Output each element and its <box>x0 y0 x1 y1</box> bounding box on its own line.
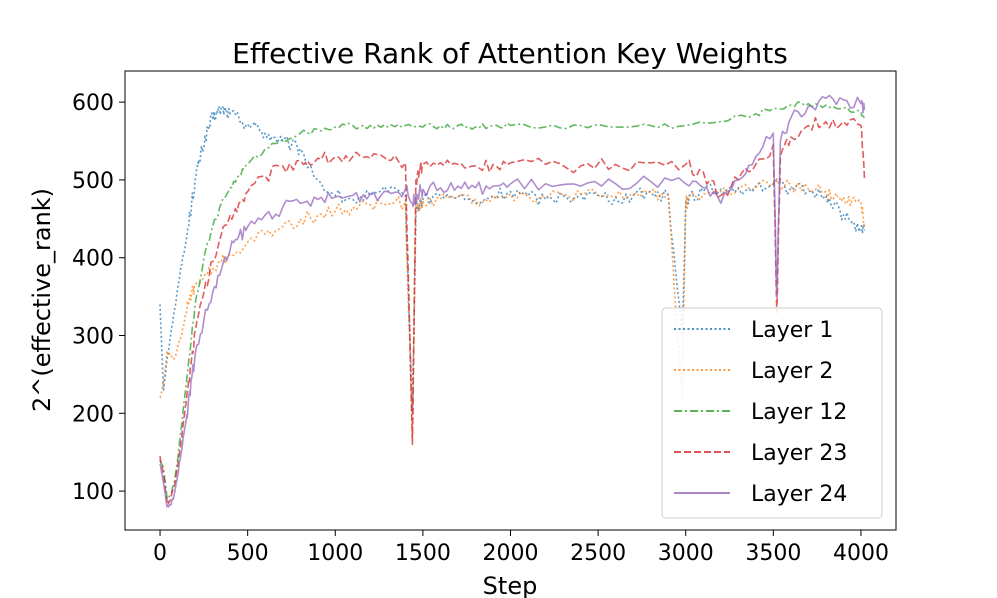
legend-label: Layer 2 <box>751 359 833 384</box>
y-tick-label: 200 <box>72 402 114 427</box>
x-tick-label: 2000 <box>483 541 539 566</box>
axis-ticks: 0 500 1000 1500 2000 2500 3000 3500 4000 100 200 30… <box>72 91 889 566</box>
legend-entries: Layer 1 Layer 2 Layer 12 Layer 23 Layer 24 <box>674 318 847 507</box>
legend-label: Layer 23 <box>751 441 847 466</box>
x-tick-label: 1000 <box>307 541 363 566</box>
series-line-layer-12 <box>159 101 866 500</box>
y-tick-label: 400 <box>72 247 114 272</box>
series-line-layer-2 <box>159 178 866 438</box>
y-tick-label: 300 <box>72 325 114 350</box>
legend-label: Layer 12 <box>751 400 847 425</box>
x-tick-label: 500 <box>227 541 269 566</box>
y-tick-label: 600 <box>72 91 114 116</box>
x-tick-label: 1500 <box>395 541 451 566</box>
x-axis-label: Step <box>483 572 538 598</box>
x-tick-label: 3000 <box>658 541 714 566</box>
x-tick-label: 3500 <box>745 541 801 566</box>
series-lines <box>159 94 866 508</box>
legend-box <box>661 307 883 519</box>
y-tick-label: 100 <box>72 480 114 505</box>
y-tick-label: 500 <box>72 169 114 194</box>
x-tick-label: 2500 <box>570 541 626 566</box>
legend-label: Layer 1 <box>751 318 833 343</box>
legend-label: Layer 24 <box>751 482 847 507</box>
legend: Layer 1 Layer 2 Layer 12 Layer 23 Layer 24 <box>661 307 883 519</box>
x-tick-label: 0 <box>153 541 167 566</box>
y-axis-label: 2^(effective_rank) <box>28 188 56 412</box>
series-line-layer-24 <box>159 94 866 508</box>
x-tick-label: 4000 <box>833 541 889 566</box>
series-line-layer-23 <box>159 117 866 504</box>
chart-title: Effective Rank of Attention Key Weights <box>232 37 788 70</box>
plot-frame <box>124 70 897 531</box>
